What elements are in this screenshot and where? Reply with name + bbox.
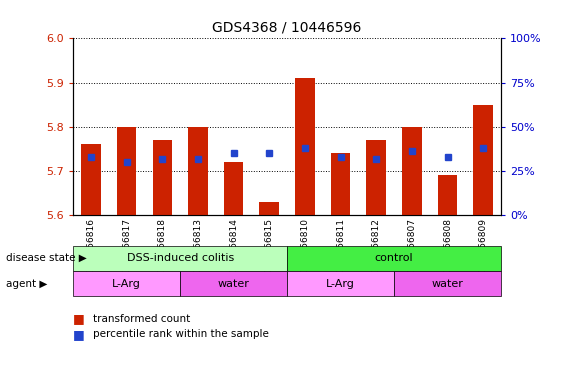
Text: ■: ■ [73, 328, 85, 341]
Bar [331, 153, 350, 215]
Bar [117, 127, 136, 215]
Bar [438, 175, 457, 215]
Text: water: water [218, 279, 249, 289]
Bar [473, 105, 493, 215]
Title: GDS4368 / 10446596: GDS4368 / 10446596 [212, 20, 362, 35]
Text: percentile rank within the sample: percentile rank within the sample [93, 329, 269, 339]
Text: transformed count: transformed count [93, 314, 190, 324]
Text: agent ▶: agent ▶ [6, 279, 47, 289]
Bar [367, 140, 386, 215]
Bar [153, 140, 172, 215]
Text: ■: ■ [73, 312, 85, 325]
Text: L-Arg: L-Arg [112, 279, 141, 289]
Bar [81, 144, 101, 215]
Bar [402, 127, 422, 215]
Text: L-Arg: L-Arg [326, 279, 355, 289]
Bar [224, 162, 243, 215]
Text: control: control [375, 253, 413, 263]
Bar [295, 78, 315, 215]
Bar [260, 202, 279, 215]
Bar [188, 127, 208, 215]
Text: water: water [432, 279, 463, 289]
Text: disease state ▶: disease state ▶ [6, 253, 86, 263]
Text: DSS-induced colitis: DSS-induced colitis [127, 253, 234, 263]
